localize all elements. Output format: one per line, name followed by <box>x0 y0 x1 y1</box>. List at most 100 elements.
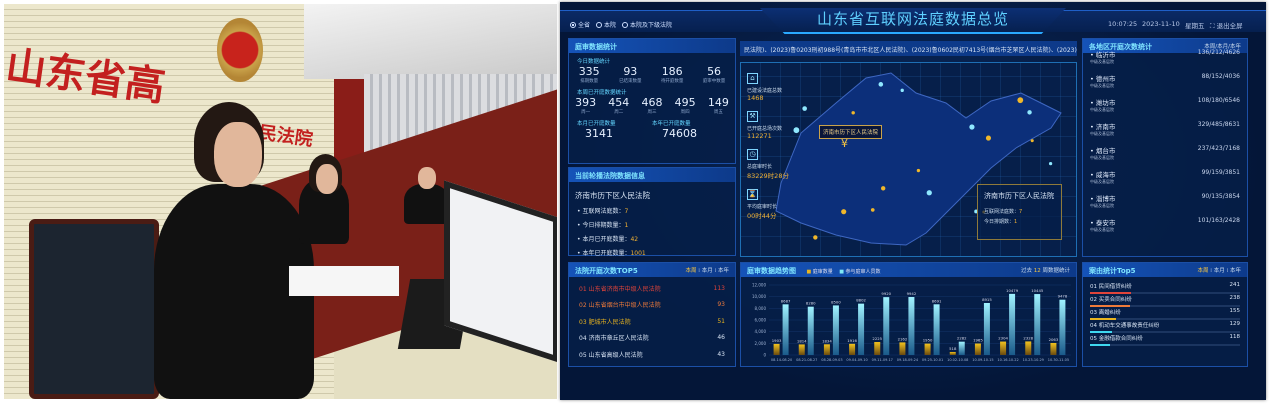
data-label: 9942 <box>907 291 917 296</box>
region-tabs[interactable]: 本周/本月/本年 <box>1204 44 1241 50</box>
region-item[interactable]: • 济南市 中级及基层院 329/485/8631 <box>1090 121 1240 136</box>
bar-trial-count <box>849 343 856 355</box>
courthouse-icon: ⌂ <box>747 73 758 84</box>
stat-value: 112271 <box>747 132 772 140</box>
bar-trial-count <box>798 344 805 355</box>
info-label: 互联网法庭数： <box>582 208 625 215</box>
court-marker[interactable] <box>916 168 921 173</box>
tab-1[interactable]: 本月 <box>1213 268 1225 274</box>
bar-participants <box>958 341 965 355</box>
court-rank-item[interactable]: 04 济南市章丘区人民法院 46 <box>569 330 735 347</box>
map-canvas[interactable] <box>741 63 1078 258</box>
bar-participants <box>1034 294 1041 355</box>
info-label: 互联网法庭数： <box>984 209 1020 215</box>
case-rank-item[interactable]: 02 买卖合同纠纷 238 <box>1083 295 1247 308</box>
city-subtitle: 中级及基层院 <box>1090 107 1114 112</box>
data-label: 8691 <box>932 298 942 303</box>
case-rank-item[interactable]: 03 离婚纠纷 155 <box>1083 308 1247 321</box>
case-rank-item[interactable]: 01 民间借贷纠纷 241 <box>1083 282 1247 295</box>
court-rank-item[interactable]: 01 山东省济南市中级人民法院 113 <box>569 280 735 297</box>
period-label: 过去 12 周数据统计 <box>1020 268 1070 274</box>
court-info-panel: 当前轮播法院数据信息 济南市历下区人民法院 • 互联网法庭数：7 • 今日排期数量… <box>568 167 736 257</box>
info-value: 1 <box>1014 219 1018 225</box>
court-rank-item[interactable]: 03 肥城市人民法院 51 <box>569 313 735 330</box>
scope-radio-own[interactable]: 本院 <box>596 20 616 29</box>
year-label: 本年已开庭数量 <box>652 121 691 127</box>
court-marker[interactable] <box>841 209 847 215</box>
bar-trial-count <box>949 351 956 355</box>
court-marker[interactable] <box>900 88 904 93</box>
tab-1[interactable]: 本月 <box>701 268 713 274</box>
region-item[interactable]: • 德州市 中级及基层院 88/152/4036 <box>1090 73 1240 88</box>
case-rank-item[interactable]: 04 机动车交通事故责任纠纷 129 <box>1083 321 1247 334</box>
stat-label: 庭审中数量 <box>702 79 726 84</box>
scope-radio-all[interactable]: 全省 <box>570 20 590 29</box>
panel-title: 法院开庭次数TOP5 <box>575 267 638 275</box>
tab-2[interactable]: 本年 <box>717 268 729 274</box>
court-marker[interactable] <box>851 111 855 115</box>
court-marker[interactable] <box>870 208 875 212</box>
city-name: 泰安市 <box>1095 219 1116 227</box>
court-marker[interactable] <box>1027 110 1032 115</box>
dashboard-screen: 山东省互联网法庭数据总览 全省 本院 本院及下级法院 10:07:25 2023… <box>560 2 1266 400</box>
exit-fullscreen-button[interactable]: ⛶ 退出全屏 <box>1210 22 1243 30</box>
region-item[interactable]: • 泰安市 中级及基层院 101/163/2428 <box>1090 217 1240 232</box>
shandong-map[interactable]: ⌂ 已建设法庭总数 1468 ⚒ 已开庭总场次数 112271 ◷ 总庭审时长 83229时28… <box>740 62 1077 257</box>
court-marker[interactable] <box>880 186 886 191</box>
region-item[interactable]: • 烟台市 中级及基层院 237/423/7168 <box>1090 145 1240 160</box>
court-info-item: • 本年已开庭数量：1001 <box>577 250 646 257</box>
region-item[interactable]: • 淄博市 中级及基层院 90/135/3854 <box>1090 193 1240 208</box>
court-rank-item[interactable]: 02 山东省烟台市中级人民法院 93 <box>569 297 735 314</box>
stat-value: 186 <box>661 65 683 78</box>
court-marker[interactable] <box>802 106 807 111</box>
bar-participants <box>883 297 890 355</box>
tab-0[interactable]: 本周 <box>685 268 697 274</box>
court-marker[interactable] <box>878 82 884 87</box>
stat-label: 周二 <box>614 110 624 115</box>
court-marker[interactable] <box>793 127 800 134</box>
city-name: 临沂市 <box>1095 51 1116 59</box>
trial-stats-panel: 庭审数据统计 今日数据统计 335 排期数量 93 已结束数量 186 待开庭数量 56 庭审… <box>568 38 736 164</box>
stat-label: 排期数量 <box>580 79 599 84</box>
region-value: 101/163/2428 <box>1197 217 1240 224</box>
info-court-name: 济南市历下区人民法院 <box>984 192 1054 200</box>
stat-label: 周四 <box>680 110 690 115</box>
case-rank-item[interactable]: 05 金融借款合同纠纷 118 <box>1083 334 1247 347</box>
trend-chart-panel: 庭审数据趋势图 ■ 庭审数量 ■ 参与庭审人员数 过去 12 周数据统计 0 2,… <box>740 262 1077 367</box>
stat-label: 总庭审时长 <box>747 164 773 170</box>
court-rank-item[interactable]: 05 山东省高级人民法院 43 <box>569 346 735 363</box>
tab-2[interactable]: 本年 <box>1229 268 1241 274</box>
fullscreen-icon: ⛶ <box>1210 22 1217 30</box>
case-name: 买卖合同纠纷 <box>1098 297 1132 303</box>
bar-trial-count <box>924 343 931 355</box>
count: 241 <box>1229 282 1241 288</box>
stat-label: 已开庭总场次数 <box>747 126 783 132</box>
tab-0[interactable]: 本周 <box>1197 268 1209 274</box>
region-item[interactable]: • 潍坊市 中级及基层院 108/180/6546 <box>1090 97 1240 112</box>
data-label: 2304 <box>998 336 1008 341</box>
month-label: 本月已开庭数量 <box>577 121 616 127</box>
court-marker[interactable] <box>926 190 932 196</box>
progress-bar <box>1090 292 1240 294</box>
court-info-item: • 互联网法庭数：7 <box>577 208 629 215</box>
scope-radio-subordinate[interactable]: 本院及下级法院 <box>622 20 672 29</box>
court-marker[interactable] <box>985 135 992 141</box>
count: 46 <box>717 334 725 342</box>
region-item[interactable]: • 临沂市 中级及基层院 136/212/4626 <box>1090 49 1240 64</box>
court-marker[interactable] <box>1030 139 1034 143</box>
panel-title: 各地区开庭次数统计 <box>1089 43 1152 51</box>
section-label: 今日数据统计 <box>577 59 611 65</box>
region-item[interactable]: • 威海市 中级及基层院 99/159/3851 <box>1090 169 1240 184</box>
progress-bar <box>1090 318 1240 320</box>
hourglass-icon: ⌛ <box>747 189 758 200</box>
stat-label: 周一 <box>581 110 591 115</box>
court-marker[interactable] <box>1017 97 1024 104</box>
rank: 03 <box>1090 310 1097 316</box>
court-marker[interactable] <box>1048 162 1053 166</box>
region-value: 237/423/7168 <box>1197 145 1240 152</box>
region-value: 136/212/4626 <box>1197 49 1240 56</box>
y-tick-label: 6,000 <box>755 318 767 323</box>
city-subtitle: 中级及基层院 <box>1090 227 1114 232</box>
court-marker[interactable] <box>813 235 818 240</box>
court-marker[interactable] <box>969 124 975 130</box>
